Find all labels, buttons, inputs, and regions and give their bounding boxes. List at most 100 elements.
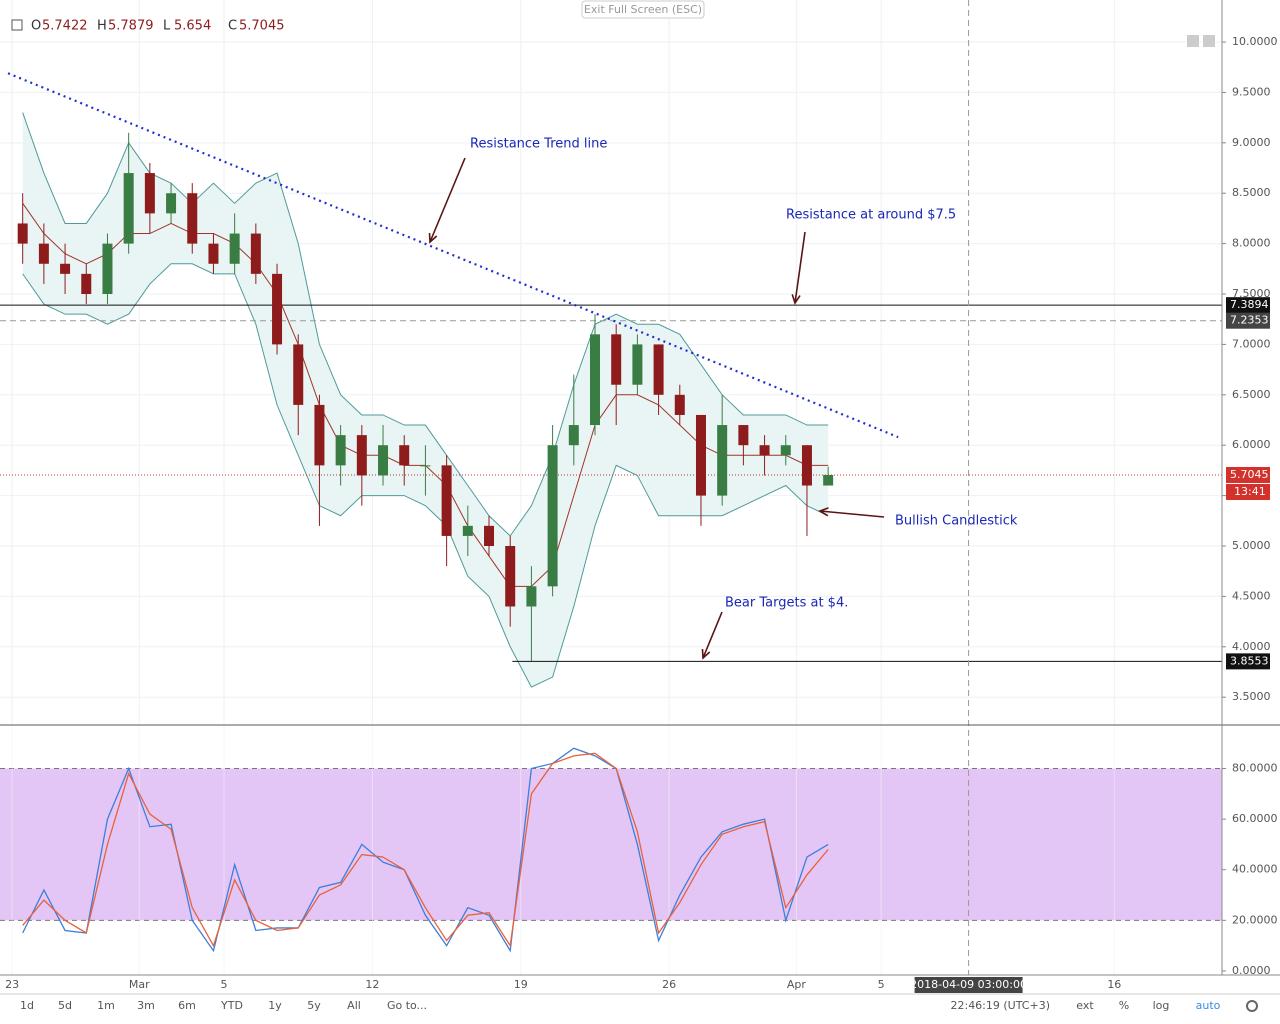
candle-body <box>187 193 198 244</box>
clock: 22:46:19 (UTC+3) <box>950 999 1050 1012</box>
y-tick-label: 8.5000 <box>1232 186 1271 199</box>
candle-body <box>229 233 240 264</box>
annotation: Bear Targets at $4. <box>725 596 848 611</box>
candle-body <box>589 334 600 426</box>
axis-option[interactable]: % <box>1119 999 1129 1012</box>
y-tick-label: 4.0000 <box>1232 640 1271 653</box>
last-price-tag-bg <box>1226 466 1270 483</box>
symbol-icon <box>11 19 23 31</box>
settings-gear[interactable] <box>1246 1000 1258 1012</box>
range-button[interactable]: 5y <box>307 999 321 1012</box>
y-tick-label: 3.5000 <box>1232 690 1271 703</box>
candle-body <box>314 404 325 466</box>
arrow-head <box>791 294 801 305</box>
scale-btn[interactable] <box>1187 35 1199 47</box>
candle-body <box>823 474 834 486</box>
range-button[interactable]: 1d <box>20 999 34 1012</box>
candle-body <box>653 344 664 395</box>
ohlc-value: 5.654 <box>174 19 211 34</box>
range-button[interactable]: 5d <box>58 999 72 1012</box>
arrow-head <box>818 507 829 517</box>
countdown-bg <box>1226 483 1270 500</box>
y-tick-label: 60.0000 <box>1232 812 1278 825</box>
annotation-arrow <box>702 611 723 659</box>
band-upper <box>22 112 829 537</box>
last-price-tag: 5.7045 <box>1230 468 1269 481</box>
x-tick-label: 5 <box>878 978 885 991</box>
candle-body <box>695 414 706 496</box>
candle-body <box>801 445 812 486</box>
candle-body <box>547 445 558 587</box>
exit-fullscreen-bg[interactable] <box>581 0 705 19</box>
y-tick-label: 7.0000 <box>1232 337 1271 350</box>
crosshair-date: 2018-04-09 03:00:00 <box>910 978 1027 991</box>
y-tick-label: 7.5000 <box>1232 287 1271 300</box>
ohlc-key: C <box>228 19 237 34</box>
range-button[interactable]: YTD <box>220 999 243 1012</box>
y-tick-label: 80.0000 <box>1232 762 1278 775</box>
candle-body <box>102 243 113 295</box>
candle-body <box>780 445 791 456</box>
candle-body <box>632 344 643 385</box>
candle-body <box>144 173 155 214</box>
candle-body <box>123 173 134 244</box>
axis-option[interactable]: ext <box>1076 999 1094 1012</box>
ohlc-key: O <box>31 19 41 34</box>
candle-body <box>378 445 389 476</box>
resistance-tag: 7.3894 <box>1230 298 1269 311</box>
x-tick-label: 5 <box>221 978 228 991</box>
candle-body <box>272 273 283 345</box>
range-button[interactable]: 3m <box>137 999 155 1012</box>
range-button[interactable]: 1y <box>268 999 282 1012</box>
y-tick-label: 6.5000 <box>1232 388 1271 401</box>
candle-body <box>420 465 431 467</box>
candle-body <box>208 243 219 264</box>
x-tick-label: 19 <box>514 978 528 991</box>
resistance-tag-bg <box>1226 297 1270 314</box>
candle-body <box>484 525 495 546</box>
range-button[interactable]: 6m <box>178 999 196 1012</box>
ohlc-value: 5.7045 <box>239 19 285 34</box>
y-tick-label: 4.5000 <box>1232 589 1271 602</box>
scale-btn[interactable] <box>1203 35 1215 47</box>
candle-body <box>505 545 516 607</box>
support-tag-bg <box>1226 653 1270 670</box>
candle-body <box>166 193 177 214</box>
y-tick-label: 9.0000 <box>1232 136 1271 149</box>
axis-option[interactable]: log <box>1153 999 1170 1012</box>
y-tick-label: 9.5000 <box>1232 85 1271 98</box>
candle-body <box>250 233 261 274</box>
candle-body <box>674 394 685 415</box>
crosshair-tag-bg <box>1226 312 1270 329</box>
y-tick-label: 10.0000 <box>1232 35 1278 48</box>
crosshair-date-bg <box>914 977 1023 993</box>
x-tick-label: 16 <box>1107 978 1121 991</box>
candle-body <box>611 334 622 385</box>
candle-body <box>17 223 28 244</box>
ohlc-value: 5.7422 <box>42 19 88 34</box>
exit-fullscreen[interactable]: Exit Full Screen (ESC) <box>584 3 702 16</box>
ohlc-value: 5.7879 <box>108 19 154 34</box>
range-button[interactable]: 1m <box>97 999 115 1012</box>
axis-option[interactable]: auto <box>1196 999 1221 1012</box>
band-fill <box>22 112 829 688</box>
y-tick-label: 20.0000 <box>1232 913 1278 926</box>
stoch-line <box>22 747 829 953</box>
support-tag: 3.8553 <box>1230 654 1269 667</box>
annotation: Resistance Trend line <box>470 137 607 152</box>
x-tick-label: 26 <box>662 978 676 991</box>
crosshair-tag: 7.2353 <box>1230 314 1269 327</box>
range-button[interactable]: Go to... <box>387 999 427 1012</box>
band-lower <box>22 263 829 688</box>
trendline <box>7 72 899 439</box>
candle-body <box>738 425 749 446</box>
annotation: Resistance at around $7.5 <box>786 208 956 223</box>
ohlc-key: H <box>97 19 107 34</box>
ohlc-key: L <box>163 19 171 34</box>
annotation: Bullish Candlestick <box>895 514 1018 529</box>
y-tick-label: 6.0000 <box>1232 438 1271 451</box>
y-tick-label: 5.0000 <box>1232 539 1271 552</box>
range-button[interactable]: All <box>347 999 361 1012</box>
x-tick-label: Mar <box>129 978 150 991</box>
